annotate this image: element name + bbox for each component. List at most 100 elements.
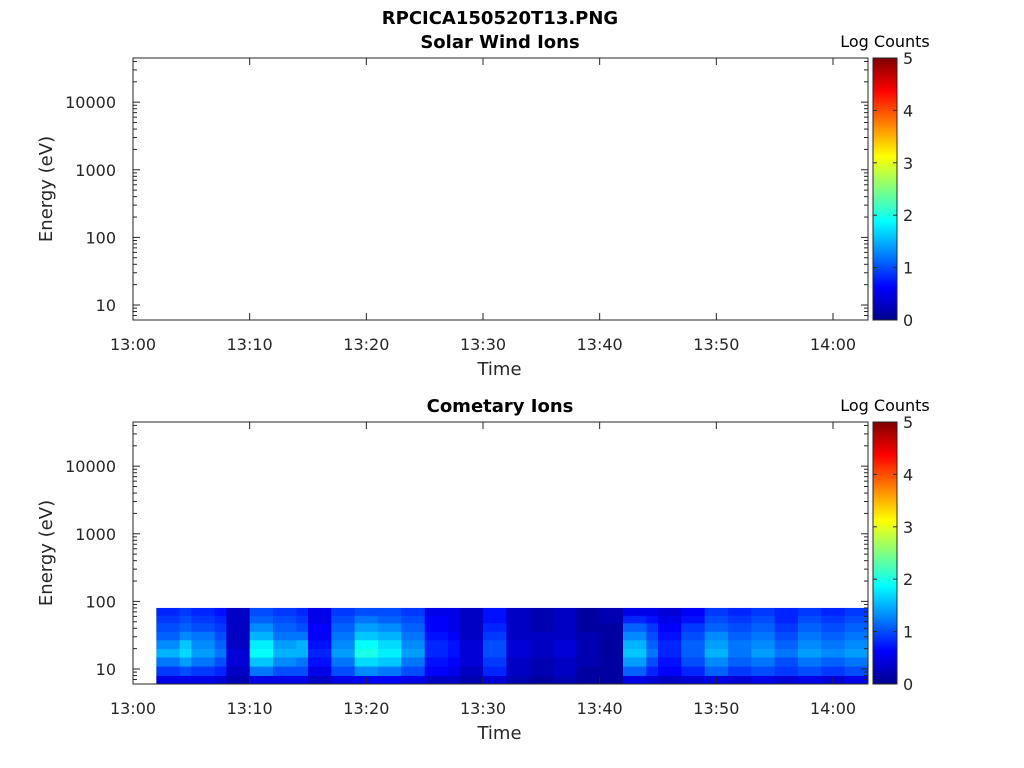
colorbar-tick-label: 3 [903, 154, 913, 173]
heatmap-cell [798, 639, 822, 650]
heatmap-cell [424, 657, 449, 667]
colorbar-tick-label: 0 [903, 311, 913, 330]
heatmap-cell [459, 675, 484, 685]
heatmap-cell [728, 622, 752, 632]
heatmap-cell [576, 622, 601, 632]
heatmap-cell [296, 666, 309, 676]
heatmap-cell [681, 615, 706, 624]
heatmap-cell [798, 622, 822, 632]
heatmap-cell [179, 607, 192, 616]
heatmap-cell [378, 675, 402, 685]
heatmap-cell [553, 607, 577, 616]
heatmap-cell [249, 607, 274, 616]
heatmap-cell [459, 639, 484, 650]
heatmap-cell [249, 622, 274, 632]
x-tick-label: 13:40 [577, 699, 623, 718]
heatmap-cell [448, 607, 461, 616]
y-tick-label: 10000 [65, 457, 116, 476]
heatmap-cell [378, 607, 402, 616]
y-axis-label: Energy (eV) [36, 500, 57, 606]
heatmap-cell [576, 615, 601, 624]
heatmap-cell [179, 622, 192, 632]
heatmap-cell [704, 622, 729, 632]
heatmap-cell [821, 648, 846, 658]
heatmap-cell [378, 657, 402, 667]
heatmap-cell [483, 631, 507, 641]
heatmap-cell [354, 631, 379, 641]
heatmap-cell [308, 622, 332, 632]
heatmap-cell [704, 615, 729, 624]
heatmap-cell [844, 675, 869, 685]
heatmap-cell [156, 615, 181, 624]
heatmap-cell [681, 675, 706, 685]
heatmap-cell [751, 607, 776, 616]
heatmap-cell [214, 657, 227, 667]
heatmap-cell [308, 631, 332, 641]
heatmap-cell [156, 657, 181, 667]
heatmap-cell [529, 615, 554, 624]
heatmap-cell [529, 607, 554, 616]
heatmap-cell [296, 615, 309, 624]
heatmap-cell [296, 675, 309, 685]
heatmap-cell [798, 675, 822, 685]
colorbar [872, 57, 898, 321]
heatmap-cell [506, 631, 531, 641]
plot-area [133, 58, 868, 320]
heatmap-cell [296, 639, 309, 650]
x-axis-label: Time [476, 723, 521, 744]
heatmap-cell [704, 639, 729, 650]
heatmap-cell [191, 631, 216, 641]
heatmap-cell [308, 639, 332, 650]
heatmap-cell [273, 631, 297, 641]
heatmap-cell [798, 615, 822, 624]
heatmap-cell [354, 657, 379, 667]
heatmap-cell [273, 639, 297, 650]
heatmap-cell [483, 675, 507, 685]
heatmap-cell [156, 666, 181, 676]
heatmap-cell [191, 607, 216, 616]
heatmap-cell [191, 639, 216, 650]
heatmap-cell [623, 657, 647, 667]
heatmap-cell [576, 666, 601, 676]
colorbar-tick-label: 3 [903, 518, 913, 537]
heatmap-cell [308, 666, 332, 676]
heatmap-cell [553, 615, 577, 624]
heatmap-cell [623, 639, 647, 650]
heatmap-cell [844, 622, 869, 632]
heatmap-cell [331, 666, 356, 676]
heatmap-cell [576, 675, 601, 685]
colorbar-label: Log Counts [840, 32, 930, 51]
heatmap-cell [553, 631, 577, 641]
heatmap-cell [424, 639, 449, 650]
heatmap-cell [226, 639, 251, 650]
heatmap-cell [774, 657, 799, 667]
heatmap-cell [844, 607, 869, 616]
heatmap-cell [483, 639, 507, 650]
y-tick-label: 100 [85, 592, 116, 611]
heatmap-cell [354, 666, 379, 676]
colorbar-tick-label: 1 [903, 623, 913, 642]
heatmap-cell [529, 648, 554, 658]
heatmap-cell [623, 675, 647, 685]
heatmap-cell [821, 622, 846, 632]
heatmap-cell [821, 615, 846, 624]
heatmap-cell [459, 607, 484, 616]
heatmap-cell [798, 648, 822, 658]
heatmap-cell [378, 666, 402, 676]
heatmap-cell [681, 639, 706, 650]
heatmap-cell [214, 639, 227, 650]
heatmap-cell [483, 666, 507, 676]
heatmap-cell [308, 657, 332, 667]
heatmap-cell [179, 648, 192, 658]
heatmap-cell [273, 648, 297, 658]
heatmap-cell [681, 622, 706, 632]
heatmap-cell [751, 666, 776, 676]
heatmap-cell [448, 648, 461, 658]
heatmap-cell [459, 648, 484, 658]
heatmap-cell [658, 622, 682, 632]
heatmap-cell [529, 666, 554, 676]
heatmap-cell [529, 675, 554, 685]
heatmap-cell [191, 615, 216, 624]
heatmap-cell [179, 615, 192, 624]
heatmap-cell [658, 639, 682, 650]
